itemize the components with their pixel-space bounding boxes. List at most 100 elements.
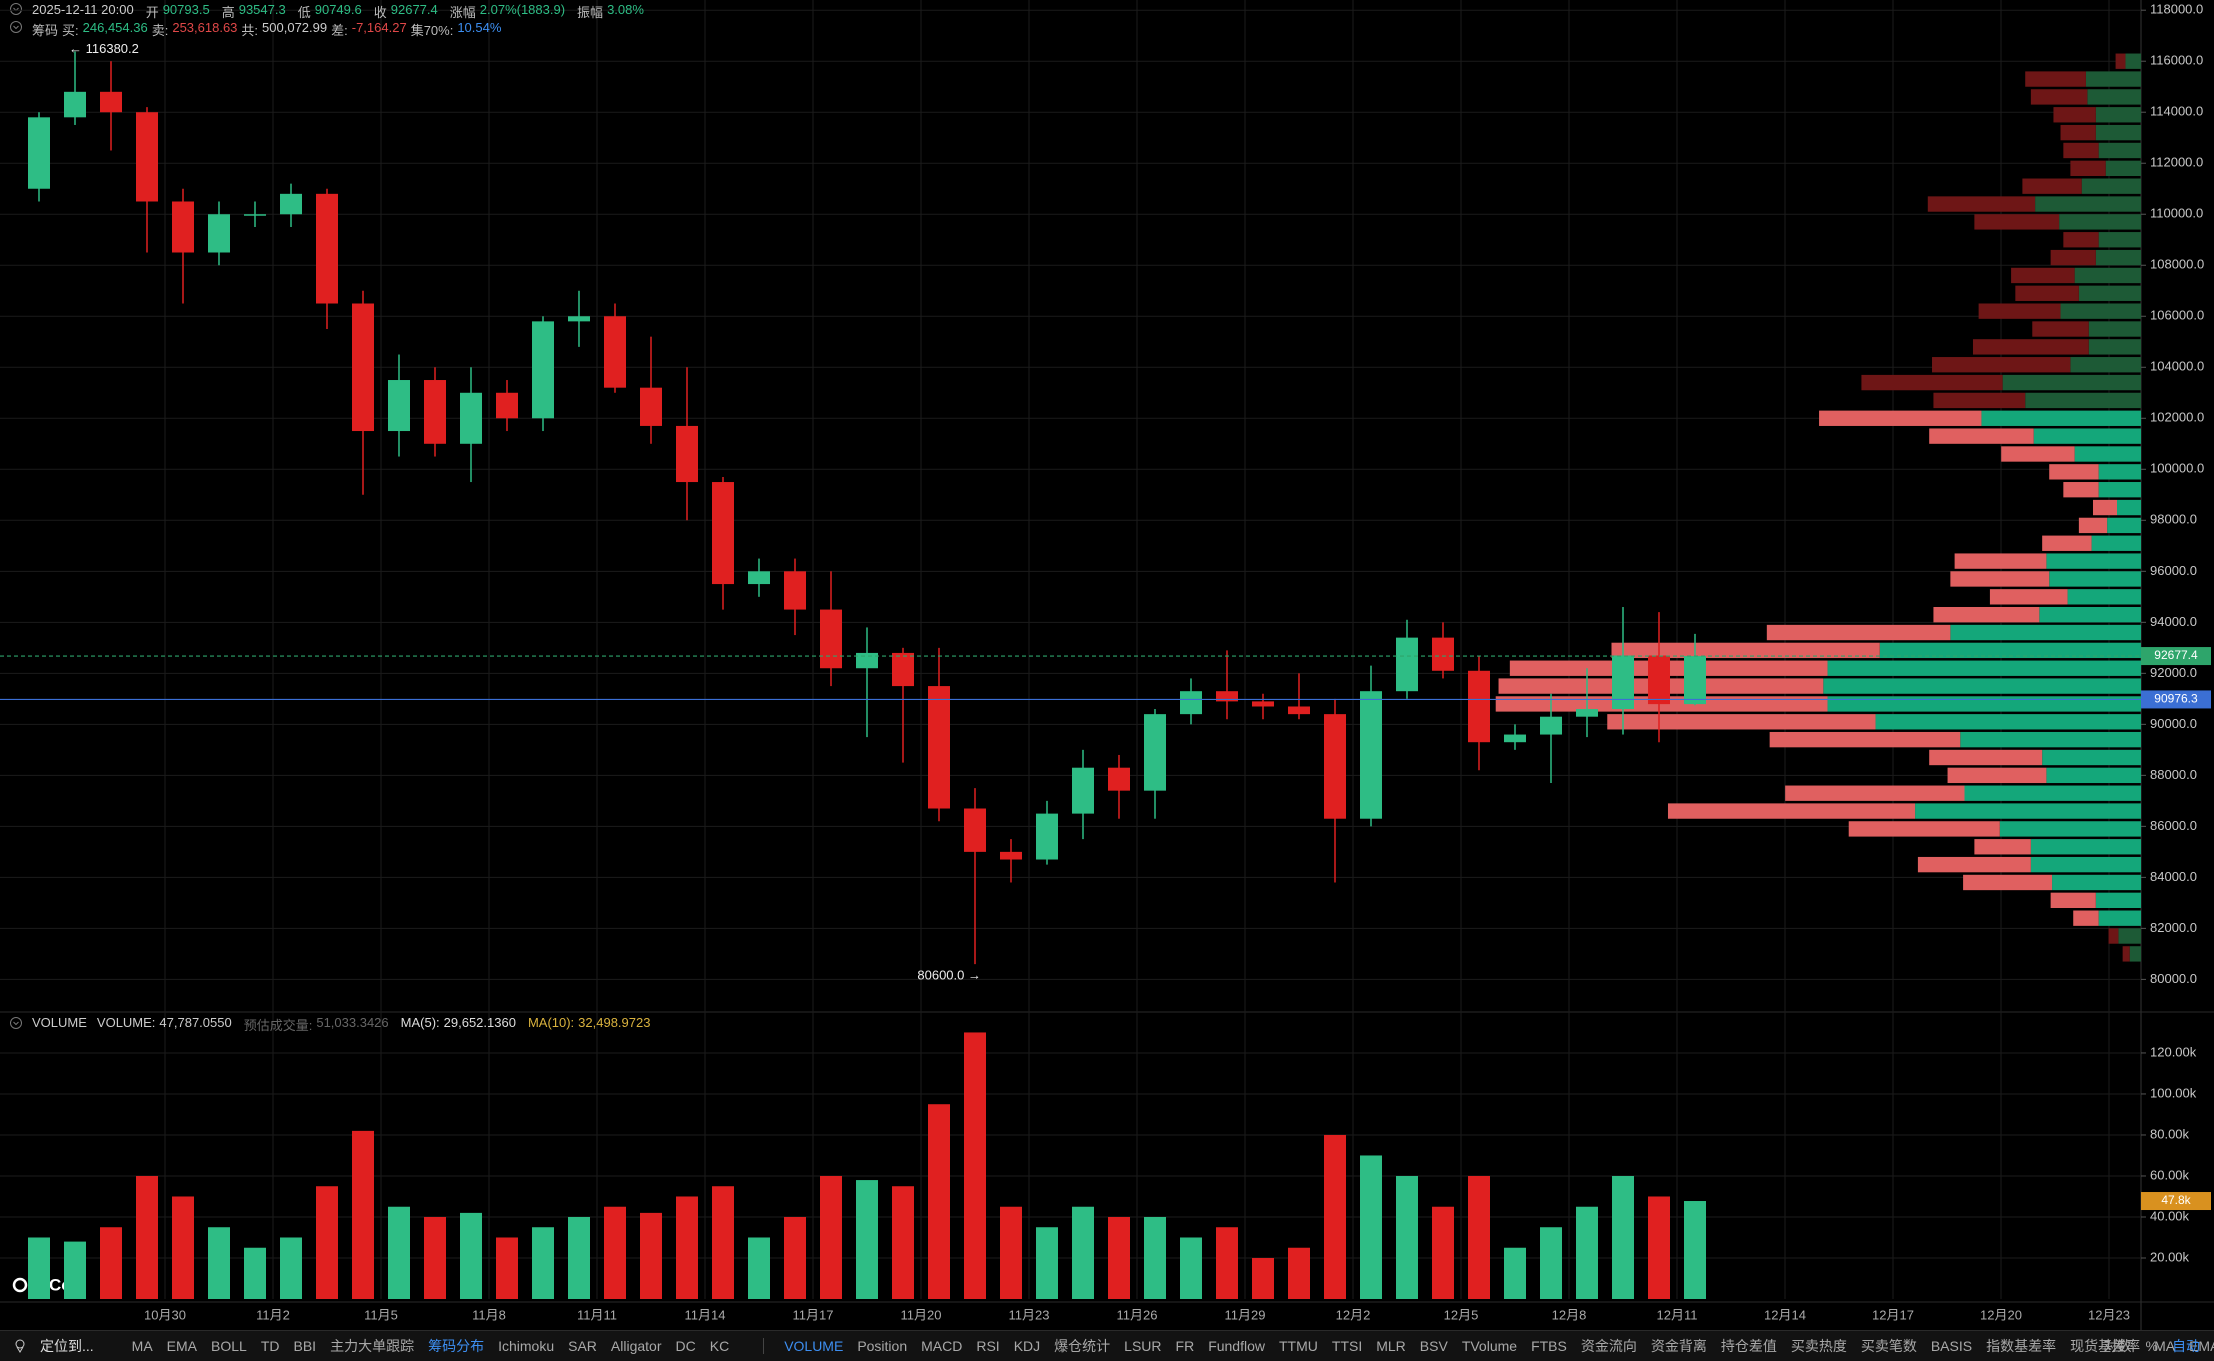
scale-button[interactable]: % (2145, 1338, 2158, 1354)
indicator-button[interactable]: Position (857, 1338, 908, 1354)
profile-sell (1954, 553, 2047, 569)
candle-body (460, 392, 482, 444)
indicator-button[interactable]: 现货基差率 (2070, 1338, 2141, 1354)
candle-body (1504, 734, 1526, 743)
field-label: 开 (145, 5, 159, 20)
indicator-button[interactable]: 买卖热度 (1790, 1338, 1847, 1354)
candle-body (244, 214, 266, 216)
volume-bar (604, 1206, 626, 1299)
collapse-icon[interactable] (10, 21, 22, 33)
price-tag-label: 92677.4 (2154, 648, 2198, 662)
indicator-button[interactable]: 爆仓统计 (1054, 1338, 1111, 1354)
candle-body (1360, 691, 1382, 819)
profile-buy (2087, 89, 2141, 105)
profile-sell (2050, 249, 2096, 266)
locate-button[interactable]: 定位到... (40, 1338, 94, 1354)
volume-bar (1432, 1206, 1454, 1299)
indicator-button[interactable]: 资金流向 (1580, 1338, 1637, 1354)
profile-buy (1827, 660, 2141, 676)
collapse-icon[interactable] (10, 3, 22, 15)
indicator-button[interactable]: BSV (1419, 1338, 1448, 1354)
indicator-button[interactable]: Ichimoku (498, 1338, 555, 1354)
scale-button[interactable]: 自动 (2172, 1338, 2200, 1354)
indicator-button[interactable]: MLR (1376, 1338, 1406, 1354)
chart: AiCoin 92677.490976.347.8k80000.082000.0… (0, 0, 2214, 1330)
profile-sell (1974, 839, 2031, 855)
y-tick-label: 112000.0 (2150, 155, 2203, 170)
indicator-button[interactable]: RSI (976, 1338, 1000, 1354)
candle-body (676, 425, 698, 483)
y-tick-label: 100.00k (2150, 1085, 2197, 1100)
indicator-button[interactable]: TTMU (1279, 1338, 1318, 1354)
indicator-button[interactable]: KDJ (1013, 1338, 1041, 1354)
legend-label: VOLUME: (96, 1015, 156, 1030)
indicator-button[interactable]: Fundflow (1208, 1338, 1265, 1354)
candle-body (1036, 813, 1058, 860)
y-tick-label: 94000.0 (2150, 614, 2197, 629)
collapse-icon (13, 25, 19, 30)
candle-body (352, 303, 374, 432)
y-tick-label: 96000.0 (2150, 563, 2197, 578)
indicator-button[interactable]: 筹码分布 (428, 1338, 485, 1354)
high-annotation: ← 116380.2 (69, 41, 139, 56)
candles (28, 51, 1706, 965)
x-tick-label: 12月5 (1444, 1307, 1479, 1322)
indicator-button[interactable]: TD (260, 1338, 280, 1354)
scale-button[interactable]: 对数 (2103, 1338, 2132, 1354)
profile-buy (2025, 392, 2141, 409)
indicator-button[interactable]: BBI (293, 1338, 317, 1354)
indicator-button[interactable]: EMA (2189, 1338, 2214, 1354)
profile-buy (2085, 71, 2141, 87)
indicator-button[interactable]: 主力大单跟踪 (330, 1338, 415, 1354)
profile-sell (1947, 767, 2047, 784)
profile-buy (1964, 785, 2141, 801)
profile-buy (1960, 731, 2141, 748)
profile-buy (2035, 196, 2141, 212)
indicator-button[interactable]: MA (131, 1338, 153, 1354)
collapse-icon[interactable] (10, 1017, 22, 1029)
indicator-button[interactable]: KC (709, 1338, 730, 1354)
profile-sell (1933, 392, 2026, 409)
candle-body (1108, 767, 1130, 791)
price-tag-label: 90976.3 (2154, 692, 2198, 706)
indicator-button[interactable]: LSUR (1124, 1338, 1162, 1354)
indicator-button[interactable]: DC (675, 1338, 696, 1354)
profile-sell (2011, 267, 2075, 284)
profile-sell (1929, 428, 2034, 444)
profile-buy (2098, 142, 2141, 159)
toolbar-left: 定位到... MA EMA BOLL TD BBI 主力大单跟踪 筹码分布 Ichimoku S… (14, 1331, 2214, 1361)
indicator-button[interactable]: MACD (921, 1338, 963, 1354)
indicator-button[interactable]: BOLL (211, 1338, 247, 1354)
indicator-button[interactable]: 指数基差率 (1986, 1338, 2057, 1354)
candle-body (964, 808, 986, 852)
y-tick-label: 86000.0 (2150, 818, 2197, 833)
indicator-button[interactable]: MA (2154, 1338, 2176, 1354)
indicator-button[interactable]: VOLUME (784, 1338, 844, 1354)
indicator-button[interactable]: SAR (568, 1338, 597, 1354)
y-tick-label: 88000.0 (2150, 767, 2197, 782)
indicator-button[interactable]: FTBS (1531, 1338, 1567, 1354)
y-tick-label: 82000.0 (2150, 920, 2197, 935)
field-value: 3.08% (607, 2, 644, 17)
profile-buy (1875, 714, 2141, 730)
candle-body (316, 193, 338, 304)
indicator-button[interactable]: 买卖笔数 (1860, 1338, 1917, 1354)
indicator-button[interactable]: TVolume (1461, 1338, 1518, 1354)
indicator-button[interactable]: BASIS (1930, 1338, 1973, 1354)
indicator-button[interactable]: Alligator (610, 1338, 662, 1354)
profile-buy (2095, 107, 2141, 123)
indicator-button[interactable]: EMA (166, 1338, 198, 1354)
profile-buy (1823, 678, 2141, 694)
x-tick-label: 11月5 (364, 1307, 398, 1322)
indicator-button[interactable]: TTSI (1331, 1338, 1363, 1354)
candle-body (1288, 706, 1310, 715)
ohlc-header: 2025-12-11 20:00 开 90793.5 高 93547.3 低 90749.6… (32, 2, 644, 21)
candle-body (208, 214, 230, 253)
profile-buy (2098, 910, 2141, 926)
indicator-button[interactable]: FR (1175, 1338, 1195, 1354)
toolbar: 定位到... MA EMA BOLL TD BBI 主力大单跟踪 筹码分布 Ichimoku S… (0, 1330, 2214, 1361)
indicator-button[interactable]: 资金背离 (1650, 1338, 1707, 1354)
volume-bars (28, 1032, 1706, 1299)
profile-sell (1769, 731, 1961, 748)
indicator-button[interactable]: 持仓差值 (1720, 1338, 1777, 1354)
